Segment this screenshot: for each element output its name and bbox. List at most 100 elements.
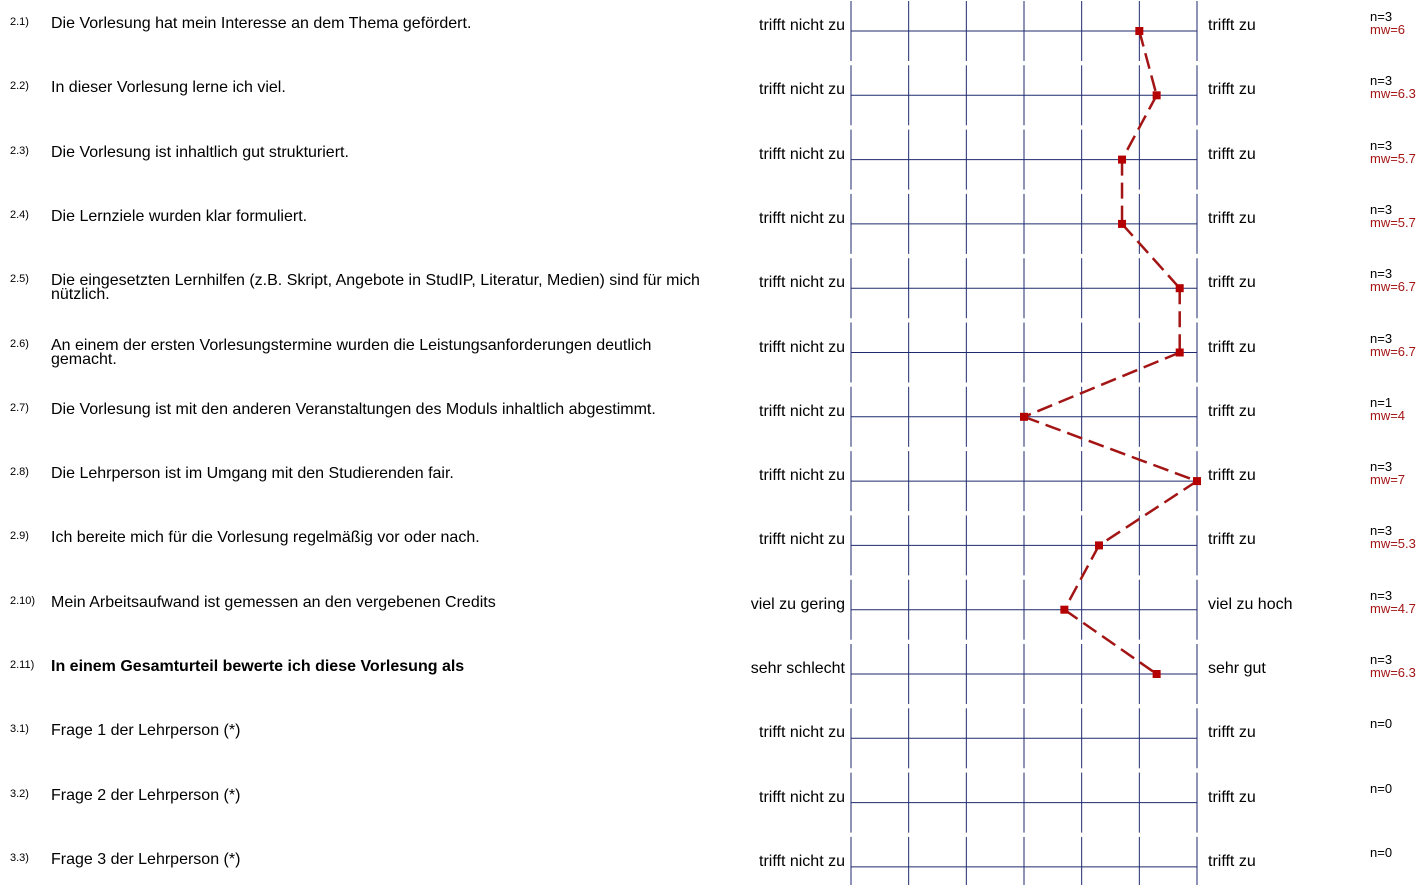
- scale-label-right: trifft zu: [1208, 81, 1256, 99]
- question-text: Frage 3 der Lehrperson (*): [51, 850, 241, 868]
- scale-label-left: trifft nicht zu: [759, 467, 845, 485]
- question-text: Die eingesetzten Lernhilfen (z.B. Skript…: [51, 272, 700, 304]
- question-text: Die Vorlesung ist inhaltlich gut struktu…: [51, 143, 349, 161]
- scale-label-right: viel zu hoch: [1208, 595, 1293, 613]
- mean-marker: [1193, 477, 1201, 486]
- scale-label-right: trifft zu: [1208, 145, 1256, 163]
- question-number: 2.5): [10, 273, 29, 286]
- profile-segment: [1121, 223, 1181, 290]
- scale-label-left: trifft nicht zu: [759, 81, 845, 99]
- mean-label: mw=6.7: [1370, 279, 1416, 295]
- mean-label: mw=7: [1370, 472, 1406, 488]
- scale-label-left: trifft nicht zu: [759, 338, 845, 356]
- scale-label-left: sehr schlecht: [750, 660, 845, 677]
- count-label: n=3: [1370, 201, 1393, 217]
- question-text: Frage 2 der Lehrperson (*): [51, 786, 241, 804]
- question-number: 2.8): [10, 466, 29, 479]
- question-number: 2.10): [10, 594, 36, 607]
- scale-label-right: trifft zu: [1208, 724, 1256, 742]
- mean-marker: [1118, 219, 1127, 228]
- count-label: n=0: [1370, 780, 1393, 796]
- profile-segment: [1098, 480, 1198, 547]
- count-label: n=1: [1370, 394, 1393, 410]
- mean-marker: [1020, 412, 1028, 421]
- mean-label: mw=4.7: [1370, 600, 1416, 616]
- mean-marker: [1152, 91, 1161, 100]
- count-label: n=3: [1370, 652, 1393, 667]
- mean-marker: [1175, 284, 1184, 293]
- profile-segment: [1138, 30, 1158, 96]
- mean-marker: [1060, 605, 1069, 614]
- question-text: An einem der ersten Vorlesungstermine wu…: [51, 336, 652, 368]
- scale-label-right: trifft zu: [1208, 274, 1256, 292]
- scale-label-left: trifft nicht zu: [759, 724, 845, 742]
- profile-segment: [1063, 544, 1101, 611]
- mean-marker: [1135, 27, 1144, 35]
- count-label: n=3: [1370, 9, 1393, 24]
- count-label: n=0: [1370, 844, 1393, 860]
- scale-label-left: trifft nicht zu: [759, 209, 845, 227]
- mean-label: mw=6.7: [1370, 343, 1416, 359]
- profile-segment: [1120, 94, 1158, 161]
- mean-marker: [1175, 348, 1184, 357]
- count-label: n=3: [1370, 266, 1393, 282]
- mean-label: mw=5.3: [1370, 536, 1416, 552]
- question-text: Die Vorlesung hat mein Interesse an dem …: [51, 15, 472, 32]
- mean-marker: [1118, 155, 1127, 164]
- scale-label-right: trifft zu: [1208, 852, 1256, 870]
- question-text: In einem Gesamturteil bewerte ich diese …: [51, 658, 465, 675]
- mean-marker: [1094, 541, 1103, 550]
- question-number: 3.2): [10, 787, 29, 800]
- mean-label: mw=4: [1370, 407, 1406, 423]
- question-text: Frage 1 der Lehrperson (*): [51, 722, 241, 740]
- count-label: n=3: [1370, 459, 1393, 475]
- scale-label-right: trifft zu: [1208, 467, 1256, 485]
- question-text: Die Vorlesung ist mit den anderen Verans…: [51, 400, 656, 418]
- count-label: n=0: [1370, 716, 1393, 732]
- count-label: n=3: [1370, 587, 1393, 603]
- scale-label-left: trifft nicht zu: [759, 145, 845, 163]
- scale-label-left: trifft nicht zu: [759, 17, 845, 34]
- count-label: n=3: [1370, 330, 1393, 346]
- mean-label: mw=6: [1370, 22, 1406, 37]
- mean-marker: [1152, 670, 1161, 678]
- question-number: 2.6): [10, 337, 29, 350]
- question-number: 3.1): [10, 723, 29, 736]
- question-number: 2.3): [10, 144, 29, 157]
- mean-label: mw=6.3: [1370, 86, 1416, 102]
- scale-label-right: trifft zu: [1208, 338, 1256, 356]
- profile-segment: [1023, 351, 1181, 418]
- question-number: 2.9): [10, 530, 29, 543]
- question-number: 2.1): [10, 16, 29, 28]
- question-text: In dieser Vorlesung lerne ich viel.: [51, 79, 286, 97]
- mean-label: mw=5.7: [1370, 150, 1416, 166]
- question-text: Mein Arbeitsaufwand ist gemessen an den …: [51, 593, 496, 611]
- count-label: n=3: [1370, 523, 1393, 539]
- count-label: n=3: [1370, 73, 1393, 89]
- scale-label-right: trifft zu: [1208, 17, 1256, 34]
- scale-label-right: trifft zu: [1208, 209, 1256, 227]
- profile-segment: [1023, 415, 1198, 483]
- scale-label-left: trifft nicht zu: [759, 788, 845, 806]
- scale-label-left: trifft nicht zu: [759, 852, 845, 870]
- profile-segment: [1063, 608, 1158, 676]
- question-number: 3.3): [10, 851, 29, 864]
- question-text: Ich bereite mich für die Vorlesung regel…: [51, 529, 480, 547]
- question-number: 2.4): [10, 208, 29, 221]
- scale-label-left: trifft nicht zu: [759, 274, 845, 292]
- scale-label-right: trifft zu: [1208, 788, 1256, 806]
- scale-label-right: trifft zu: [1208, 531, 1256, 549]
- scale-label-right: trifft zu: [1208, 402, 1256, 420]
- scale-label-left: viel zu gering: [750, 595, 845, 613]
- scale-label-left: trifft nicht zu: [759, 531, 845, 549]
- scale-label-right: sehr gut: [1208, 660, 1266, 677]
- question-number: 2.11): [10, 659, 35, 671]
- question-number: 2.7): [10, 401, 29, 414]
- count-label: n=3: [1370, 137, 1393, 153]
- question-text: Die Lehrperson ist im Umgang mit den Stu…: [51, 465, 454, 483]
- mean-label: mw=5.7: [1370, 214, 1416, 230]
- mean-label: mw=6.3: [1370, 665, 1416, 680]
- question-text: Die Lernziele wurden klar formuliert.: [51, 207, 308, 225]
